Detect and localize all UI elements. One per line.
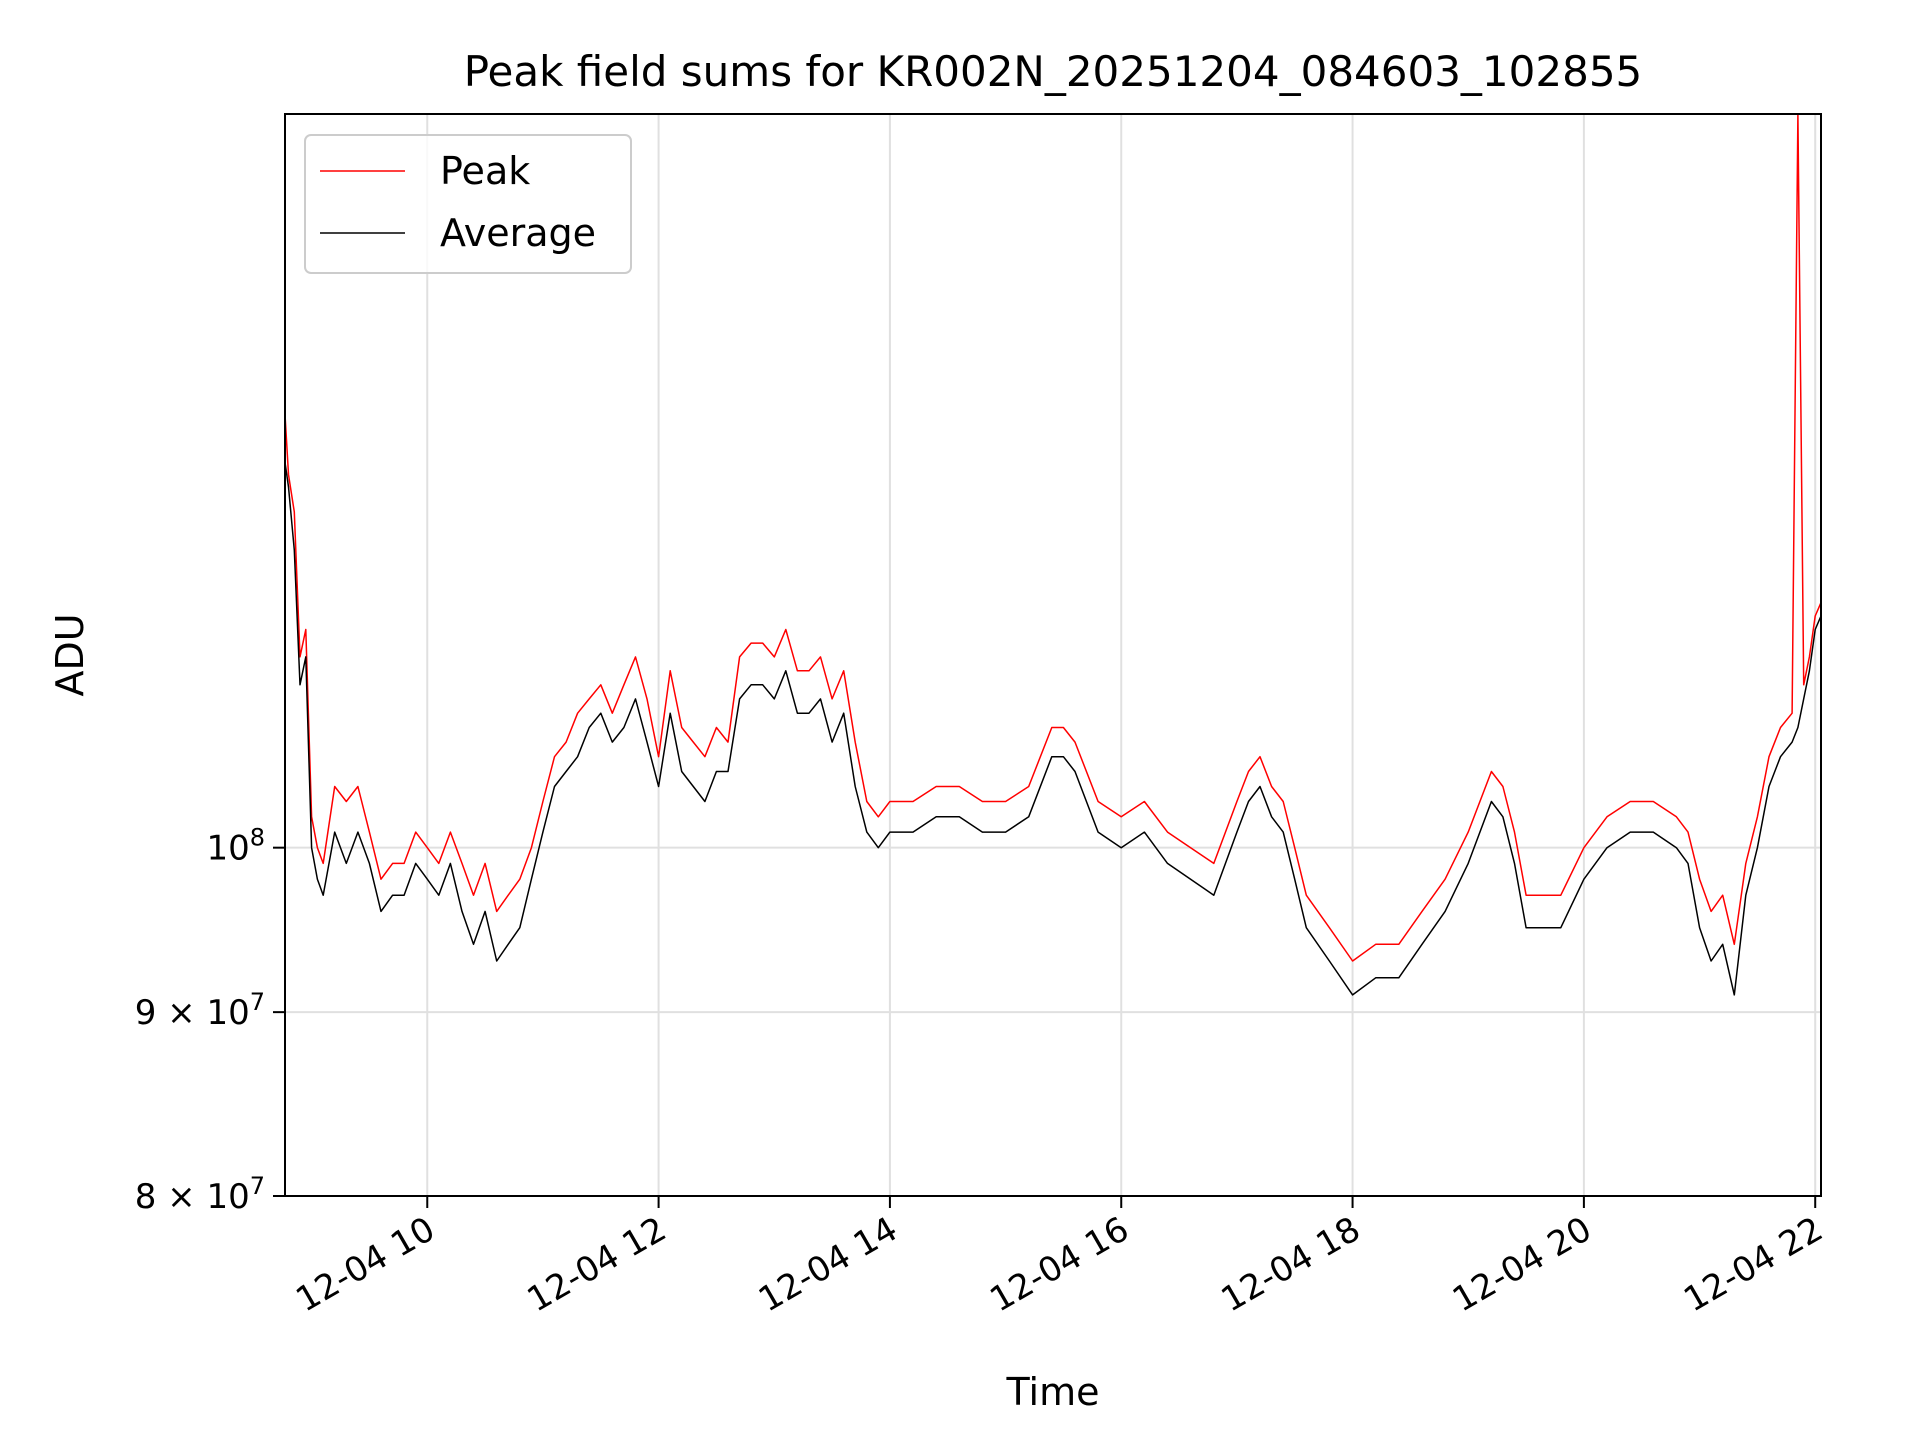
y-axis-label: ADU	[48, 613, 92, 696]
legend: Peak Average	[304, 134, 632, 274]
legend-box	[304, 134, 632, 274]
series-line-average	[285, 462, 1821, 996]
y-tick-label: 9 × 107	[135, 988, 265, 1033]
y-axis: 8 × 107 9 × 107 108	[135, 824, 285, 1217]
series-layer	[285, 114, 1821, 996]
series-line-peak	[285, 114, 1821, 962]
chart-title: Peak field sums for KR002N_20251204_0846…	[464, 47, 1643, 96]
x-axis-label: Time	[1006, 1370, 1100, 1414]
legend-label-average: Average	[440, 211, 596, 255]
plot-frame	[284, 113, 1822, 1197]
y-tick-label: 108	[206, 824, 265, 869]
legend-label-peak: Peak	[440, 149, 530, 193]
gridlines	[285, 114, 1821, 1196]
y-tick-label: 8 × 107	[135, 1172, 265, 1217]
